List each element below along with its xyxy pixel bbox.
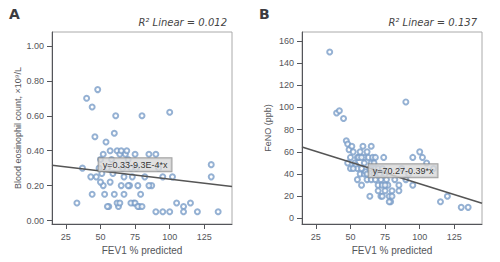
svg-text:y=70.27-0.39*x: y=70.27-0.39*x [373, 166, 434, 176]
svg-text:FeNO (ppb): FeNO (ppb) [263, 104, 273, 152]
svg-text:160: 160 [279, 36, 294, 46]
svg-text:R² Linear = 0.012: R² Linear = 0.012 [138, 17, 227, 28]
svg-text:125: 125 [197, 232, 212, 242]
svg-text:1.00: 1.00 [26, 41, 44, 51]
svg-text:y=0.33-9.3E-4*x: y=0.33-9.3E-4*x [103, 160, 168, 170]
svg-text:0: 0 [289, 213, 294, 223]
svg-text:A: A [9, 6, 20, 22]
svg-text:120: 120 [279, 80, 294, 90]
svg-text:100: 100 [162, 232, 177, 242]
svg-text:140: 140 [279, 58, 294, 68]
svg-text:75: 75 [130, 232, 140, 242]
svg-text:FEV1 % predicted: FEV1 % predicted [102, 245, 183, 256]
svg-text:50: 50 [345, 232, 355, 242]
svg-text:80: 80 [284, 125, 294, 135]
svg-text:25: 25 [311, 232, 321, 242]
svg-text:0.40: 0.40 [26, 146, 44, 156]
svg-text:100: 100 [279, 102, 294, 112]
svg-text:0.60: 0.60 [26, 111, 44, 121]
svg-text:Blood eosinophil count, ×10⁹/L: Blood eosinophil count, ×10⁹/L [13, 67, 23, 189]
svg-text:B: B [259, 6, 270, 22]
svg-text:25: 25 [61, 232, 71, 242]
svg-text:FEV1 % predicted: FEV1 % predicted [352, 245, 433, 256]
svg-text:60: 60 [284, 147, 294, 157]
svg-text:0.80: 0.80 [26, 76, 44, 86]
svg-text:R² Linear = 0.137: R² Linear = 0.137 [388, 17, 477, 28]
svg-text:40: 40 [284, 169, 294, 179]
svg-text:50: 50 [95, 232, 105, 242]
svg-text:0.00: 0.00 [26, 216, 44, 226]
svg-text:75: 75 [380, 232, 390, 242]
svg-text:20: 20 [284, 191, 294, 201]
svg-text:0.20: 0.20 [26, 181, 44, 191]
svg-text:100: 100 [412, 232, 427, 242]
svg-text:125: 125 [447, 232, 462, 242]
